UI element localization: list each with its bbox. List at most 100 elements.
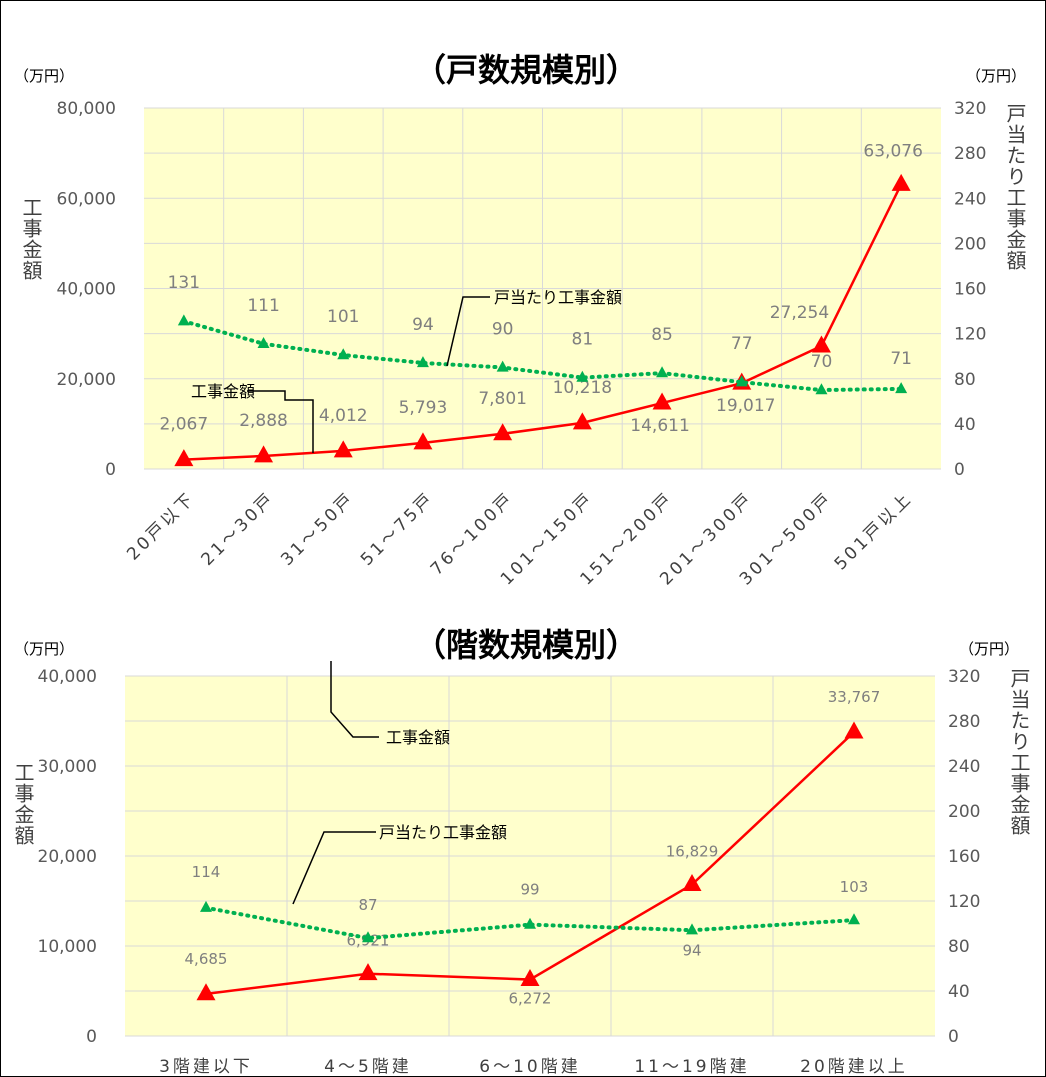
left-axis-tick-label: 10,000 <box>38 937 97 957</box>
data-label: 7,801 <box>478 389 527 409</box>
right-axis-tick-label: 120 <box>948 892 980 912</box>
left-axis-tick-label: 0 <box>105 460 116 480</box>
callout-leader-line <box>292 831 376 905</box>
callout-leader-line <box>446 296 490 367</box>
data-label: 85 <box>651 325 673 345</box>
category-label: 20戸以下 <box>123 488 199 564</box>
data-point-marker <box>686 923 698 935</box>
data-point-marker <box>200 900 212 912</box>
data-point-marker <box>254 445 274 463</box>
data-label: 90 <box>492 319 514 339</box>
data-point-marker <box>493 423 513 441</box>
data-label: 71 <box>890 349 912 369</box>
category-label: 4～5階建 <box>324 1057 412 1076</box>
right-axis-tick-label: 80 <box>954 370 976 390</box>
data-label: 16,829 <box>666 843 719 861</box>
right-axis-tick-label: 0 <box>954 460 965 480</box>
left-axis-tick-label: 40,000 <box>38 667 97 687</box>
right-axis-tick-label: 200 <box>948 802 980 822</box>
left-axis-tick-label: 20,000 <box>57 370 116 390</box>
left-axis-title: 工事金額 <box>19 197 43 281</box>
callout-label: 戸当たり工事金額 <box>379 823 507 842</box>
category-label: 3階建以下 <box>159 1057 253 1076</box>
left-axis-tick-label: 40,000 <box>57 280 116 300</box>
data-point-marker <box>895 382 908 394</box>
category-label: 11～19階建 <box>634 1057 749 1076</box>
chart-title: （戸数規模別） <box>414 51 638 89</box>
data-point-marker <box>815 383 828 395</box>
right-axis-tick-label: 40 <box>948 982 970 1002</box>
data-point-marker <box>358 963 378 981</box>
callout-label: 戸当たり工事金額 <box>494 288 622 307</box>
data-point-marker <box>416 356 429 368</box>
data-point-marker <box>735 375 748 387</box>
data-point-marker <box>576 370 589 382</box>
category-label: 20階建以上 <box>800 1057 908 1076</box>
right-axis-tick-label: 160 <box>948 847 980 867</box>
data-label: 10,218 <box>553 378 612 398</box>
data-label: 63,076 <box>863 141 922 161</box>
right-axis-tick-label: 120 <box>954 325 986 345</box>
category-label: 76～100戸 <box>427 488 518 579</box>
data-label: 94 <box>682 941 701 959</box>
left-axis-unit: （万円） <box>14 67 74 85</box>
callout-label: 工事金額 <box>386 728 450 747</box>
data-point-marker <box>196 983 216 1001</box>
data-label: 4,685 <box>185 950 228 968</box>
data-label: 101 <box>327 307 359 327</box>
data-label: 14,611 <box>630 416 689 436</box>
right-axis-tick-label: 320 <box>948 667 980 687</box>
data-label: 111 <box>247 296 279 316</box>
data-label: 77 <box>731 334 753 354</box>
data-point-marker <box>177 314 190 326</box>
chart-title: （階数規模別） <box>414 626 638 664</box>
data-label: 94 <box>412 315 434 335</box>
data-point-marker <box>337 348 350 360</box>
data-point-marker <box>682 873 702 891</box>
right-axis-tick-label: 320 <box>954 99 986 119</box>
category-label: 31～50戸 <box>277 488 359 570</box>
right-axis-tick-label: 280 <box>954 144 986 164</box>
right-axis-tick-label: 240 <box>954 189 986 209</box>
data-point-marker <box>844 721 864 739</box>
category-label: 51～75戸 <box>357 488 439 570</box>
category-label: 501戸以上 <box>831 488 917 574</box>
right-axis-tick-label: 0 <box>948 1027 959 1047</box>
left-axis-tick-label: 20,000 <box>38 847 97 867</box>
data-label: 114 <box>192 863 221 881</box>
data-point-marker <box>496 360 509 372</box>
data-point-marker <box>811 335 831 353</box>
left-axis-tick-label: 0 <box>86 1027 97 1047</box>
series-line-cost-per-unit <box>181 319 904 393</box>
data-label: 131 <box>168 273 200 293</box>
data-label: 99 <box>520 881 539 899</box>
right-axis-tick-label: 200 <box>954 234 986 254</box>
chart-by-unit-count: （戸数規模別） （万円） （万円） 0 20,000 40,000 60,000 80,000… <box>14 51 1027 589</box>
left-axis-tick-label: 30,000 <box>38 757 97 777</box>
right-axis-tick-label: 280 <box>948 712 980 732</box>
data-point-marker <box>362 931 374 943</box>
chart-by-floor-count: （階数規模別） （万円） （万円） 0 10,000 20,000 30,000 40,000… <box>11 626 1031 1076</box>
data-label: 2,888 <box>239 411 288 431</box>
data-point-marker <box>891 173 911 191</box>
data-point-marker <box>656 366 669 378</box>
left-axis-tick-label: 60,000 <box>57 189 116 209</box>
category-label: 21～30戸 <box>198 488 280 570</box>
left-axis-unit: （万円） <box>14 640 74 658</box>
category-label: 6～10階建 <box>479 1057 580 1076</box>
right-axis-tick-label: 40 <box>954 415 976 435</box>
right-axis-title: 戸当たり工事金額 <box>1007 668 1031 836</box>
data-point-marker <box>333 440 353 458</box>
left-axis-title: 工事金額 <box>11 762 35 846</box>
data-label: 81 <box>572 330 594 350</box>
data-label: 4,012 <box>319 406 368 426</box>
right-axis-tick-label: 80 <box>948 937 970 957</box>
data-point-marker <box>520 969 540 987</box>
data-label: 70 <box>811 352 833 372</box>
data-label: 5,793 <box>399 398 448 418</box>
data-point-marker <box>572 412 592 430</box>
data-label: 87 <box>358 896 377 914</box>
right-axis-unit: （万円） <box>966 67 1026 85</box>
data-point-marker <box>848 913 860 925</box>
left-axis-tick-label: 80,000 <box>57 99 116 119</box>
